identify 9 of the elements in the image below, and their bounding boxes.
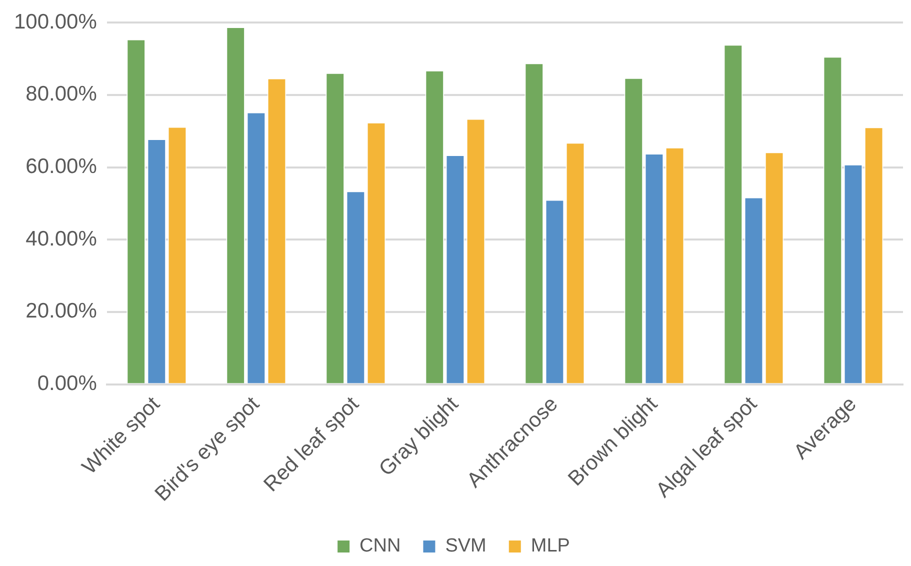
legend-label: SVM (445, 536, 486, 557)
y-tick-label: 60.00% (26, 155, 97, 178)
y-tick-label: 80.00% (26, 82, 97, 106)
y-tick-label: 0.00% (37, 372, 97, 396)
legend-label: CNN (360, 536, 401, 557)
legend-label: MLP (530, 536, 570, 557)
y-tick-label: 40.00% (26, 227, 97, 250)
y-tick-label: 100.00% (14, 10, 97, 34)
y-tick-label: 20.00% (26, 300, 97, 323)
